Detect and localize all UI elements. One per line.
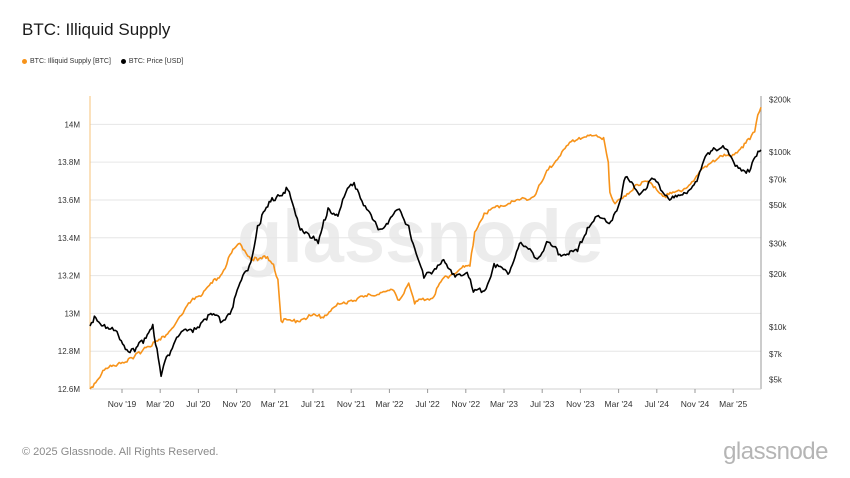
y-right-tick-label: $70k bbox=[769, 175, 787, 184]
x-tick-label: Jul '23 bbox=[530, 399, 555, 409]
x-tick-label: Nov '21 bbox=[337, 399, 366, 409]
x-tick-label: Mar '24 bbox=[605, 399, 633, 409]
x-tick-label: Jul '20 bbox=[186, 399, 211, 409]
y-left-tick-label: 13.6M bbox=[58, 196, 81, 205]
legend-label-price: BTC: Price [USD] bbox=[128, 58, 184, 65]
x-tick-label: Jul '21 bbox=[301, 399, 326, 409]
y-right-tick-label: $7k bbox=[769, 350, 783, 359]
x-tick-label: Jul '22 bbox=[415, 399, 440, 409]
y-right-tick-label: $10k bbox=[769, 323, 787, 332]
x-tick-label: Mar '22 bbox=[375, 399, 403, 409]
x-tick-label: Mar '25 bbox=[719, 399, 747, 409]
x-tick-label: Nov '19 bbox=[108, 399, 137, 409]
y-left-tick-label: 12.8M bbox=[58, 347, 81, 356]
y-left-tick-label: 13M bbox=[64, 309, 80, 318]
y-left-tick-label: 12.6M bbox=[58, 385, 81, 394]
legend: BTC: Illiquid Supply [BTC] BTC: Price [U… bbox=[22, 58, 183, 65]
legend-swatch-price bbox=[120, 59, 126, 64]
y-right-tick-label: $20k bbox=[769, 270, 787, 279]
series-line-illiquid-supply bbox=[89, 107, 762, 390]
y-left-tick-label: 13.2M bbox=[58, 272, 81, 281]
x-tick-label: Nov '22 bbox=[452, 399, 481, 409]
brand-logo: glassnode bbox=[723, 438, 828, 465]
legend-swatch-illiquid-supply bbox=[22, 59, 27, 64]
chart-title: BTC: Illiquid Supply bbox=[22, 20, 171, 39]
y-left-tick-label: 13.4M bbox=[58, 234, 81, 243]
legend-label-illiquid-supply: BTC: Illiquid Supply [BTC] bbox=[30, 58, 111, 65]
y-right-tick-label: $100k bbox=[769, 148, 792, 157]
x-tick-label: Jul '24 bbox=[645, 399, 670, 409]
x-tick-label: Mar '21 bbox=[261, 399, 289, 409]
x-tick-label: Mar '23 bbox=[490, 399, 518, 409]
copyright-footer: © 2025 Glassnode. All Rights Reserved. bbox=[22, 446, 219, 458]
legend-item-illiquid-supply[interactable]: BTC: Illiquid Supply [BTC] bbox=[22, 58, 111, 65]
y-right-tick-label: $30k bbox=[769, 239, 787, 248]
y-left-tick-label: 14M bbox=[64, 120, 80, 129]
x-tick-label: Mar '20 bbox=[146, 399, 174, 409]
x-tick-label: Nov '23 bbox=[566, 399, 595, 409]
x-tick-label: Nov '24 bbox=[681, 399, 710, 409]
series-line-price bbox=[89, 144, 762, 378]
y-right-tick-label: $200k bbox=[769, 96, 792, 105]
y-right-tick-label: $5k bbox=[769, 375, 783, 384]
legend-item-price[interactable]: BTC: Price [USD] bbox=[120, 58, 184, 65]
y-left-tick-label: 13.8M bbox=[58, 158, 81, 167]
x-tick-label: Nov '20 bbox=[222, 399, 251, 409]
y-right-tick-label: $50k bbox=[769, 201, 787, 210]
